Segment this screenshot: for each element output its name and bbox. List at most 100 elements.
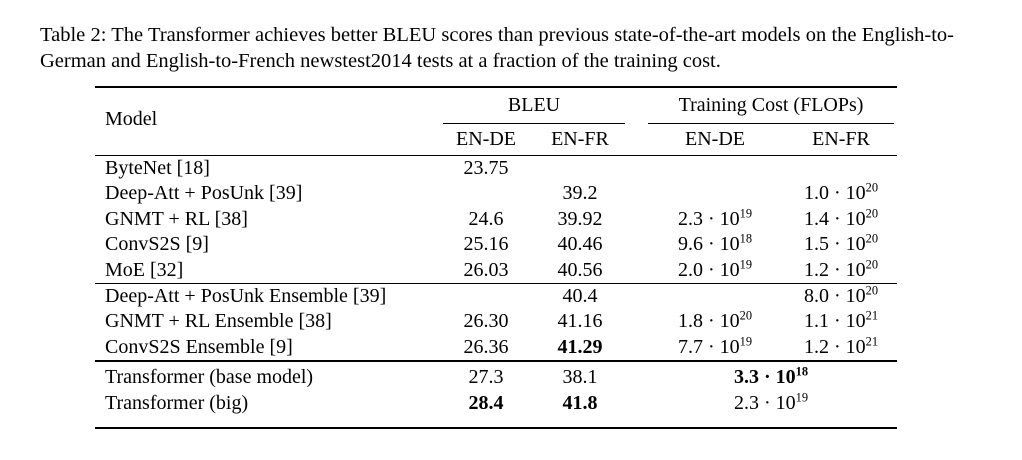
model-name: ByteNet [18]	[105, 157, 210, 179]
table-row: Deep-Att + PosUnk Ensemble [39] 40.4 8.0 ·…	[95, 284, 897, 310]
bleu-en-fr-cell: 38.1	[532, 361, 628, 390]
cost-en-fr-cell: 1.5 · 1020	[785, 232, 897, 257]
spacer-cell	[628, 391, 645, 428]
cost-exponent: 20	[865, 180, 879, 195]
header-group-row: Model BLEU Training Cost (FLOPs)	[95, 87, 897, 130]
cost-span-cell: 3.3 · 1018	[645, 361, 897, 390]
cost-value: 1.4 · 1020	[803, 206, 879, 230]
cost-en-fr-cell: 1.1 · 1021	[785, 309, 897, 334]
model-name: ConvS2S [9]	[105, 233, 209, 256]
table-row: GNMT + RL Ensemble [38] 26.30 41.16 1.8 · 1…	[95, 309, 897, 334]
spacer-cell	[628, 361, 645, 390]
bleu-value: 26.03	[463, 258, 509, 281]
bleu-value: 25.16	[463, 233, 509, 256]
bleu-en-de-cell: 26.03	[440, 258, 532, 284]
column-group-training-cost: Training Cost (FLOPs)	[645, 87, 897, 124]
column-header-bleu-en-fr: EN-FR	[551, 128, 609, 150]
bleu-value: 40.46	[557, 233, 603, 256]
table-row: Deep-Att + PosUnk [39] 39.2 1.0 · 1020	[95, 181, 897, 206]
cost-value: 1.8 · 1020	[677, 308, 753, 333]
cost-en-fr-cell: 1.4 · 1020	[785, 207, 897, 232]
column-header-model: Model	[105, 108, 158, 130]
cost-exponent: 19	[739, 206, 753, 221]
cost-exponent: 20	[865, 283, 879, 298]
table-row: Transformer (base model) 27.3 38.1 3.3 · 10…	[95, 361, 897, 390]
bleu-value: 24.6	[468, 207, 504, 230]
cost-en-de-cell	[645, 156, 785, 182]
bleu-value: 39.92	[557, 207, 603, 230]
bleu-value: 40.56	[557, 258, 603, 281]
bleu-en-de-cell	[440, 181, 532, 206]
model-name: Deep-Att + PosUnk [39]	[105, 182, 303, 205]
cost-en-de-cell: 2.3 · 1019	[645, 207, 785, 232]
cost-value: 1.1 · 1021	[803, 308, 879, 333]
bleu-group-label: BLEU	[443, 88, 625, 124]
cost-exponent: 20	[865, 256, 879, 271]
cost-value: 1.2 · 1021	[803, 334, 879, 358]
model-name: Transformer (base model)	[105, 366, 314, 389]
spacer-cell	[628, 181, 645, 206]
column-spacer	[628, 87, 645, 124]
cost-en-fr-cell: 8.0 · 1020	[785, 284, 897, 310]
bleu-en-de-cell: 26.36	[440, 335, 532, 361]
bleu-en-fr-cell: 41.29	[532, 335, 628, 361]
table-row: ConvS2S [9] 25.16 40.46 9.6 · 1018 1.5 · 102…	[95, 232, 897, 257]
bleu-value: 40.4	[562, 285, 598, 308]
cost-exponent: 20	[739, 308, 753, 323]
column-spacer	[628, 124, 645, 156]
cost-exponent: 21	[865, 334, 879, 349]
cost-exponent: 20	[865, 231, 879, 246]
cost-exponent: 18	[795, 364, 809, 379]
bleu-en-de-cell: 25.16	[440, 232, 532, 257]
bleu-en-de-cell: 28.4	[440, 391, 532, 428]
bleu-en-fr-cell: 40.4	[532, 284, 628, 310]
column-group-bleu: BLEU	[440, 87, 628, 124]
table-row: MoE [32] 26.03 40.56 2.0 · 1019 1.2 · 1020	[95, 258, 897, 284]
bleu-en-de-cell: 24.6	[440, 207, 532, 232]
cost-value: 2.3 · 1019	[677, 206, 753, 230]
bleu-value: 26.30	[463, 310, 509, 333]
bleu-en-de-cell: 27.3	[440, 361, 532, 390]
spacer-cell	[628, 309, 645, 334]
model-name: GNMT + RL [38]	[105, 207, 248, 230]
spacer-cell	[628, 156, 645, 182]
table-group-1: ByteNet [18] 23.75 Deep-Att + PosUnk [39] 3…	[95, 156, 898, 284]
cost-en-de-cell: 1.8 · 1020	[645, 309, 785, 334]
bleu-en-fr-cell: 39.2	[532, 181, 628, 206]
column-header-cost-en-fr: EN-FR	[812, 128, 870, 150]
bleu-value: 41.16	[557, 310, 603, 333]
spacer-cell	[628, 335, 645, 361]
cost-exponent: 19	[739, 256, 753, 271]
cost-exponent: 20	[865, 206, 879, 221]
bleu-value: 38.1	[562, 366, 598, 389]
cost-value: 7.7 · 1019	[677, 334, 753, 358]
cost-en-fr-cell	[785, 156, 897, 182]
cost-value: 2.3 · 1019	[733, 390, 809, 414]
model-name: MoE [32]	[105, 258, 184, 281]
cost-exponent: 19	[795, 390, 809, 404]
table-caption: Table 2: The Transformer achieves better…	[40, 24, 954, 72]
bleu-en-fr-cell: 39.92	[532, 207, 628, 232]
bleu-value: 28.4	[468, 391, 504, 414]
table-group-3: Transformer (base model) 27.3 38.1 3.3 · 10…	[95, 361, 898, 429]
bleu-value: 41.8	[562, 391, 598, 414]
cost-value: 9.6 · 1018	[677, 231, 753, 256]
cost-value: 3.3 · 1018	[733, 364, 809, 389]
bleu-en-de-cell: 23.75	[440, 156, 532, 182]
cost-exponent: 18	[739, 231, 753, 246]
cost-value: 1.5 · 1020	[803, 231, 879, 256]
column-header-cost-en-de: EN-DE	[685, 128, 745, 150]
cost-en-de-cell: 9.6 · 1018	[645, 232, 785, 257]
table-row: ByteNet [18] 23.75	[95, 156, 897, 182]
table-group-2: Deep-Att + PosUnk Ensemble [39] 40.4 8.0 ·…	[95, 284, 898, 362]
bleu-en-fr-cell	[532, 156, 628, 182]
model-name: GNMT + RL Ensemble [38]	[105, 310, 332, 333]
spacer-cell	[628, 232, 645, 257]
column-header-bleu-en-de: EN-DE	[456, 128, 516, 150]
spacer-cell	[628, 284, 645, 310]
table-row: GNMT + RL [38] 24.6 39.92 2.3 · 1019 1.4 · 1…	[95, 207, 897, 232]
cost-value: 8.0 · 1020	[803, 283, 879, 308]
bleu-value: 23.75	[463, 157, 509, 179]
spacer-cell	[628, 258, 645, 284]
